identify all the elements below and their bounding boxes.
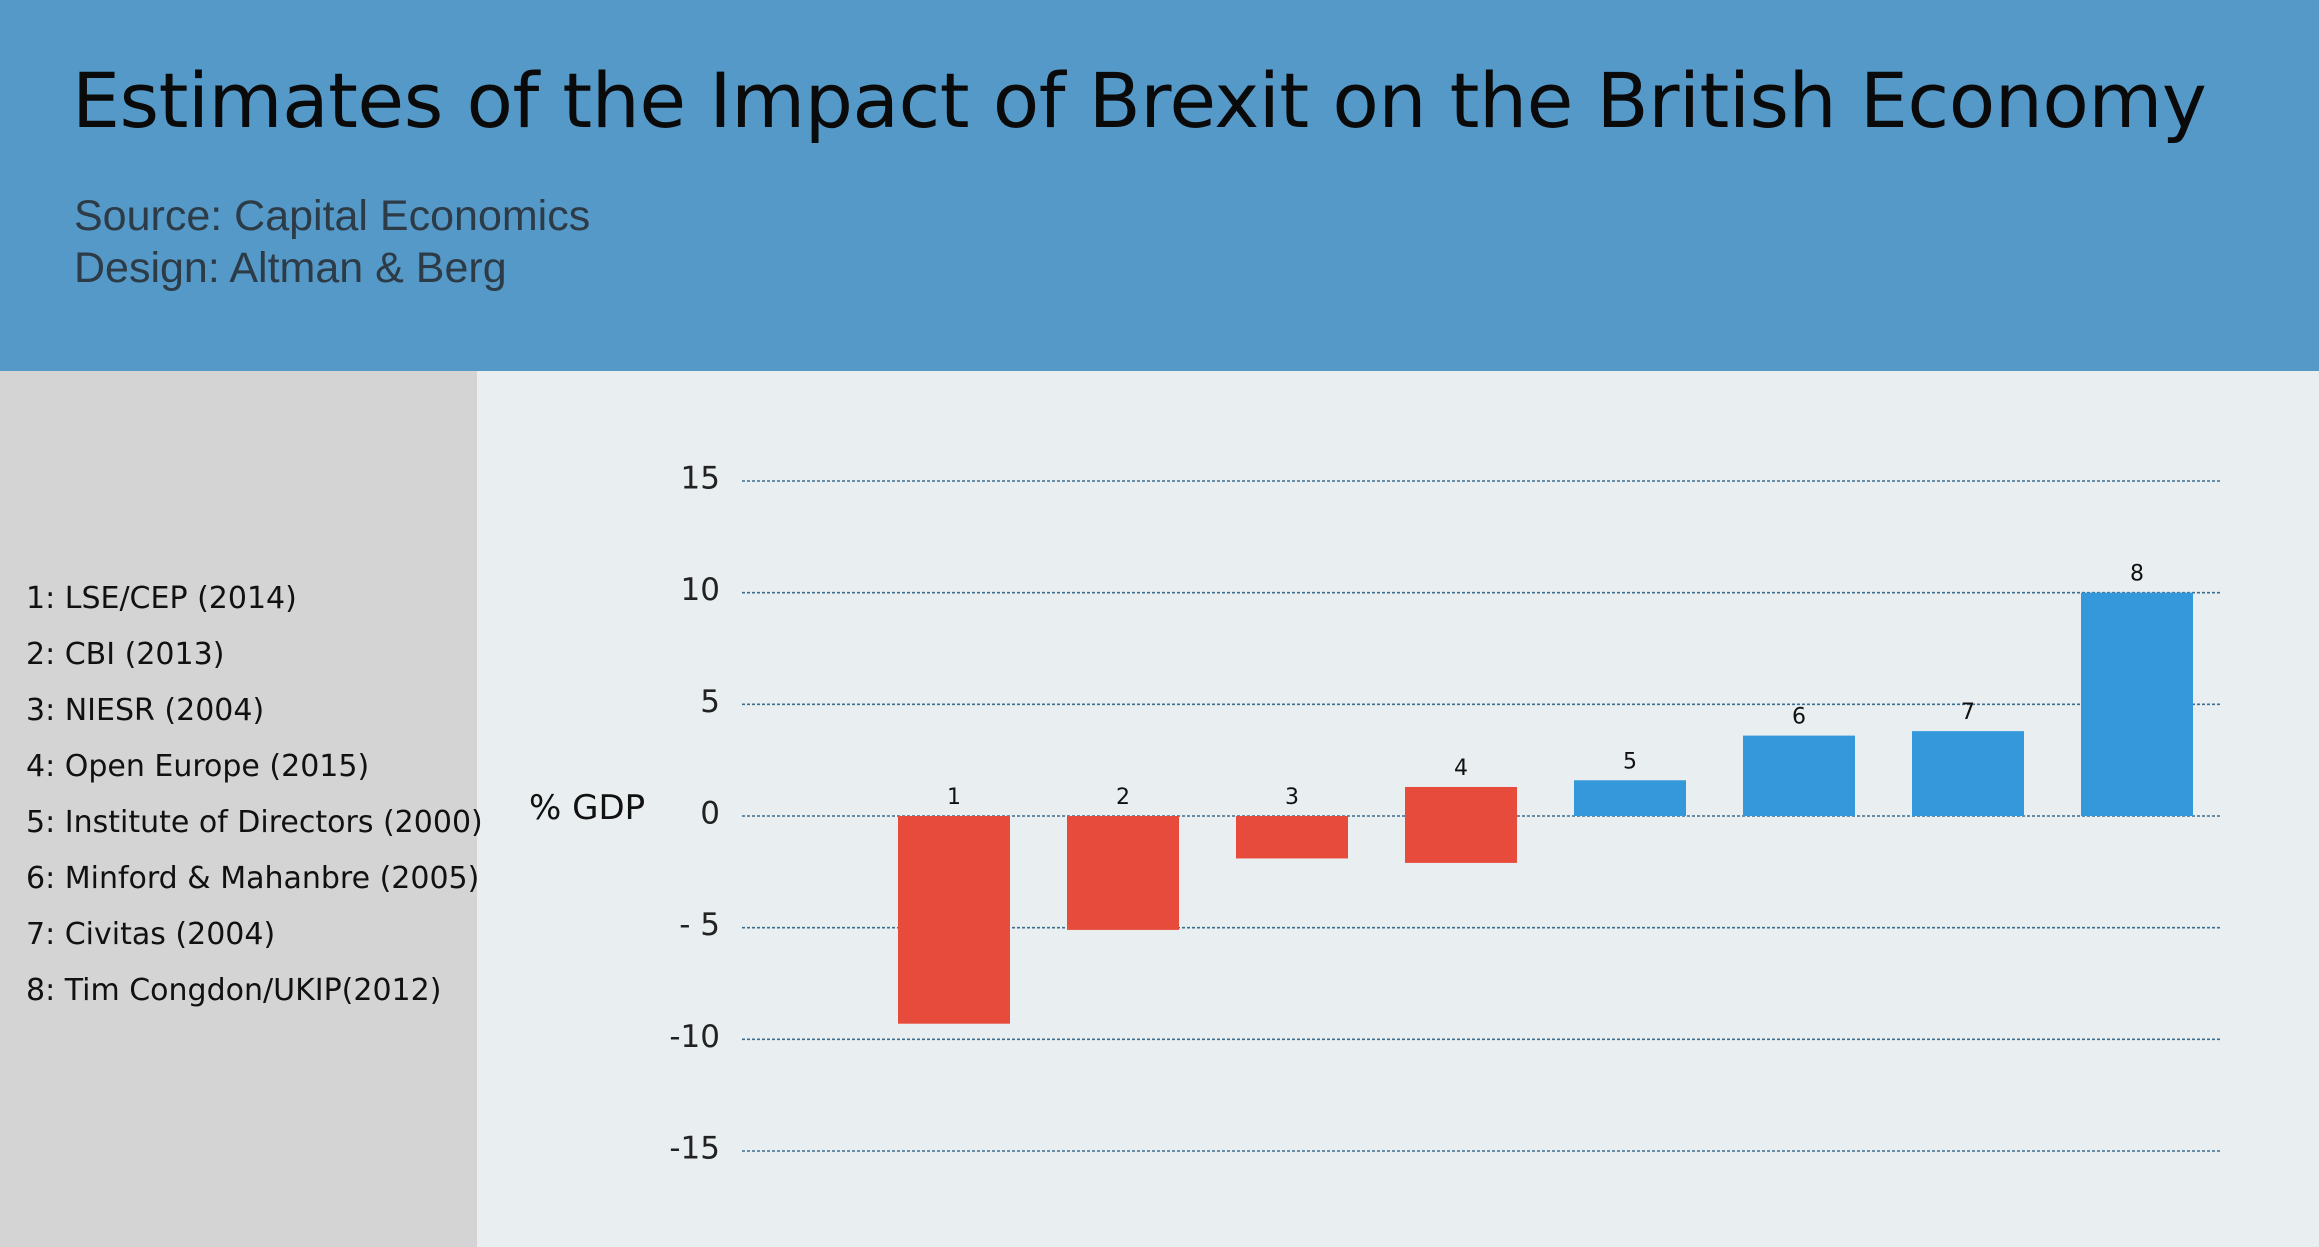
- bar-3: [1236, 816, 1348, 859]
- bar-label-3: 3: [1285, 785, 1299, 810]
- y-tick-label: 10: [681, 572, 720, 608]
- bars: [898, 592, 2193, 1024]
- bar-label-7: 7: [1961, 700, 1975, 725]
- bar-4: [1405, 786, 1517, 863]
- y-tick-label: 5: [700, 684, 720, 720]
- bar-6: [1743, 735, 1855, 816]
- bar-8: [2081, 592, 2193, 816]
- legend-item: 6: Minford & Mahanbre (2005): [26, 861, 480, 896]
- bar-2: [1067, 816, 1179, 930]
- bar-label-6: 6: [1792, 705, 1806, 730]
- bar-label-8: 8: [2130, 562, 2144, 587]
- legend-list: 1: LSE/CEP (2014) 2: CBI (2013) 3: NIESR…: [26, 571, 483, 1019]
- y-tick-label: - 5: [679, 907, 720, 943]
- chart-title: Estimates of the Impact of Brexit on the…: [72, 56, 2207, 145]
- bar-chart: 15 10 5 0 - 5 -10 -15 1 2 3 4 5 6 7 8 % GDP: [529, 461, 2222, 1167]
- bar-5: [1574, 780, 1686, 816]
- y-tick-label: -10: [669, 1019, 720, 1055]
- bar-1: [898, 816, 1010, 1024]
- bar-label-5: 5: [1623, 749, 1637, 774]
- y-axis-ticks: 15 10 5 0 - 5 -10 -15: [669, 461, 720, 1167]
- legend-item: 5: Institute of Directors (2000): [26, 805, 483, 840]
- y-tick-label: -15: [669, 1131, 720, 1167]
- legend-item: 4: Open Europe (2015): [26, 749, 370, 784]
- bar-labels: 1 2 3 4 5 6 7 8: [947, 562, 2144, 810]
- bar-label-4: 4: [1454, 756, 1468, 781]
- legend-item: 7: Civitas (2004): [26, 917, 276, 952]
- legend-panel: 1: LSE/CEP (2014) 2: CBI (2013) 3: NIESR…: [0, 371, 483, 1247]
- y-tick-label: 15: [681, 461, 720, 497]
- legend-item: 2: CBI (2013): [26, 637, 225, 672]
- y-tick-label: 0: [700, 796, 720, 832]
- legend-item: 8: Tim Congdon/UKIP(2012): [26, 973, 442, 1008]
- design-credit: Design: Altman & Berg: [74, 244, 507, 292]
- bar-7: [1912, 731, 2024, 816]
- header-banner: Estimates of the Impact of Brexit on the…: [0, 0, 2319, 371]
- bar-label-2: 2: [1116, 785, 1130, 810]
- legend-item: 1: LSE/CEP (2014): [26, 581, 297, 616]
- legend-item: 3: NIESR (2004): [26, 693, 265, 728]
- source-credit: Source: Capital Economics: [74, 192, 591, 240]
- bar-label-1: 1: [947, 785, 961, 810]
- y-axis-label: % GDP: [529, 788, 645, 828]
